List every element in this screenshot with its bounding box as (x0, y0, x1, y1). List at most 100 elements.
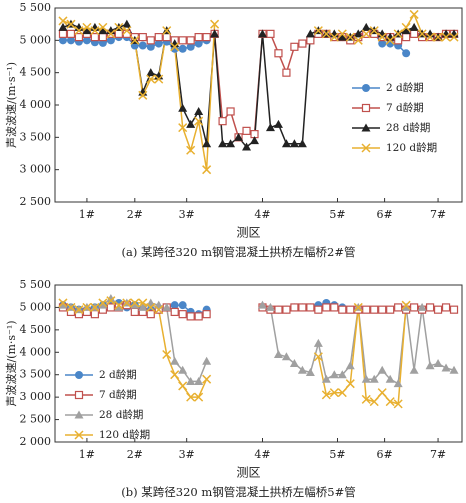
marker (90, 310, 100, 319)
marker (98, 300, 108, 309)
marker (274, 49, 283, 58)
marker (329, 32, 339, 42)
marker (361, 394, 371, 404)
x-axis-label: 测区 (236, 226, 260, 240)
marker (369, 374, 379, 383)
marker (385, 397, 395, 407)
marker (257, 29, 267, 38)
marker (433, 32, 443, 42)
y-tick-label: 5 000 (20, 33, 52, 46)
y-tick-label: 4 500 (20, 66, 52, 79)
marker (58, 36, 67, 45)
legend-label: 28 d龄期 (99, 408, 143, 421)
marker (305, 367, 315, 376)
marker (154, 305, 164, 315)
x-tick-label: 4# (254, 208, 270, 221)
marker (321, 390, 331, 400)
y-axis-label: 声波波速/(m·s⁻¹) (4, 62, 18, 148)
marker (377, 32, 387, 42)
marker (281, 352, 291, 361)
y-tick-label: 5 500 (20, 278, 52, 291)
marker (362, 305, 371, 314)
marker (82, 302, 92, 312)
marker (409, 9, 419, 19)
marker (306, 36, 315, 45)
marker (178, 381, 188, 391)
marker (345, 361, 355, 370)
marker (106, 303, 115, 312)
marker (329, 388, 339, 398)
marker (58, 22, 68, 31)
marker (313, 352, 323, 362)
marker (378, 305, 387, 314)
marker (194, 392, 204, 402)
marker (393, 29, 403, 39)
marker (154, 39, 163, 48)
marker (202, 139, 212, 148)
marker (90, 26, 100, 36)
marker (401, 26, 411, 35)
marker (401, 302, 411, 311)
marker (82, 26, 92, 35)
marker (194, 376, 204, 385)
marker (441, 32, 451, 42)
marker (202, 310, 211, 319)
marker (194, 312, 203, 321)
legend-label: 28 d龄期 (386, 121, 430, 134)
marker (186, 42, 195, 51)
marker (385, 35, 395, 45)
marker (114, 22, 124, 32)
marker (433, 305, 443, 314)
marker (226, 139, 236, 148)
marker (393, 379, 403, 388)
marker (449, 305, 459, 314)
caption: (b) 某跨径320 m钢管混凝土拱桥左幅桥5#管 (121, 485, 355, 499)
marker (313, 26, 323, 36)
marker (74, 26, 84, 36)
marker (194, 39, 203, 48)
legend-label: 7 d龄期 (386, 101, 424, 114)
marker (146, 310, 155, 319)
marker (337, 388, 347, 398)
x-tick-label: 6# (376, 448, 392, 461)
marker (377, 388, 387, 398)
marker (114, 29, 123, 38)
marker (353, 35, 363, 45)
marker (162, 349, 172, 360)
marker (66, 36, 75, 45)
marker (146, 302, 156, 312)
marker (449, 365, 459, 374)
marker (257, 300, 267, 309)
marker (106, 293, 116, 302)
marker (66, 19, 76, 29)
marker (74, 390, 84, 400)
marker (394, 303, 403, 312)
legend-label: 120 d龄期 (99, 428, 150, 441)
marker (106, 29, 116, 39)
marker (178, 365, 188, 374)
legend-label: 7 d龄期 (99, 388, 137, 401)
marker (378, 39, 387, 48)
marker (361, 22, 371, 31)
marker (234, 132, 244, 141)
marker (369, 397, 379, 407)
y-tick-label: 2 500 (20, 195, 52, 208)
marker (290, 42, 299, 51)
legend-label: 2 d龄期 (386, 81, 424, 94)
marker (274, 305, 283, 314)
marker (425, 361, 435, 370)
marker (75, 371, 83, 379)
y-tick-label: 3 000 (20, 390, 52, 403)
marker (58, 300, 68, 309)
marker (402, 49, 411, 58)
y-tick-label: 5 500 (20, 1, 52, 14)
marker (186, 392, 196, 402)
marker (402, 32, 411, 42)
marker (114, 302, 124, 311)
y-tick-label: 2 000 (20, 435, 52, 448)
marker (298, 303, 307, 312)
marker (218, 139, 228, 148)
x-tick-label: 1# (79, 208, 95, 221)
marker (98, 32, 107, 42)
marker (401, 22, 411, 32)
